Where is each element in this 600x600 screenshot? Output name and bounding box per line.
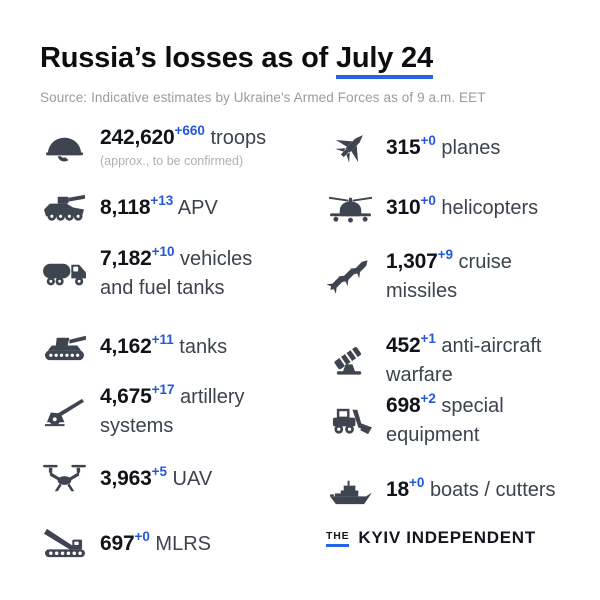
missiles-icon — [326, 257, 374, 296]
stat-text: 452+1 anti-aircraft warfare — [386, 331, 586, 390]
loss-label: anti-aircraft warfare — [386, 334, 542, 386]
loss-value: 698 — [386, 393, 421, 417]
fighter-jet-icon — [326, 129, 374, 168]
daily-increase: +11 — [151, 332, 174, 348]
kyiv-independent-logo: THE KYIV INDEPENDENT — [326, 523, 536, 553]
stat-text: 3,963+5 UAV — [100, 464, 300, 494]
stat-row-loader: 698+2 special equipment — [326, 390, 561, 450]
loss-label: APV — [177, 197, 218, 219]
howitzer-icon — [40, 392, 88, 431]
loss-value: 4,162 — [100, 335, 152, 358]
daily-increase: +13 — [150, 193, 174, 209]
loss-label: tanks — [179, 336, 228, 358]
loss-value: 452 — [386, 333, 421, 357]
title-date: July 24 — [335, 42, 433, 79]
stat-text: 1,307+9 cruise missiles — [386, 247, 554, 306]
stat-row-tank: 4,162+11 tanks — [40, 326, 300, 368]
loss-value: 7,182 — [100, 246, 152, 270]
loss-label: artillery systems — [100, 385, 245, 437]
stat-row-apc: 8,118+13 APV — [40, 187, 300, 229]
fuel-truck-icon — [40, 254, 88, 293]
logo-name: KYIV INDEPENDENT — [358, 528, 536, 547]
loss-label: MLRS — [155, 533, 211, 555]
stat-text: 4,675+17 artillery systems — [100, 382, 285, 441]
stat-row-anti-aircraft: 452+1 anti-aircraft warfare — [326, 330, 586, 390]
stat-row-warship: 18+0 boats / cutters — [326, 469, 600, 511]
loss-note: (approx., to be confirmed) — [100, 153, 244, 168]
page-title: Russia’s losses as of July 24 — [40, 42, 433, 79]
daily-increase: +10 — [151, 243, 175, 259]
daily-increase: +5 — [151, 464, 167, 480]
stat-row-fighter-jet: 315+0 planes — [326, 121, 586, 175]
loss-value: 697 — [100, 532, 135, 555]
title-prefix: Russia’s losses as of — [40, 42, 336, 74]
loss-label: special equipment — [386, 394, 504, 446]
helicopter-icon — [326, 189, 374, 228]
loss-value: 1,307 — [386, 249, 438, 273]
stat-row-fuel-truck: 7,182+10 vehicles and fuel tanks — [40, 243, 268, 303]
daily-increase: +660 — [174, 122, 205, 138]
loss-label: vehicles and fuel tanks — [100, 247, 253, 299]
loss-value: 4,675 — [100, 384, 152, 408]
daily-increase: +2 — [420, 390, 436, 406]
loss-label: boats / cutters — [429, 479, 556, 501]
loss-label: helicopters — [441, 197, 539, 219]
stat-row-missiles: 1,307+9 cruise missiles — [326, 246, 554, 306]
loss-value: 242,620 — [100, 125, 175, 149]
source-note: Source: Indicative estimates by Ukraine'… — [40, 90, 486, 105]
stat-text: 7,182+10 vehicles and fuel tanks — [100, 244, 268, 303]
stat-text: 4,162+11 tanks — [100, 332, 300, 362]
stat-row-howitzer: 4,675+17 artillery systems — [40, 381, 285, 441]
loader-icon — [326, 401, 374, 440]
stat-text: 315+0 planes — [386, 133, 586, 163]
daily-increase: +1 — [420, 330, 436, 346]
stat-row-helicopter: 310+0 helicopters — [326, 187, 586, 229]
daily-increase: +0 — [134, 529, 150, 545]
mlrs-icon — [40, 525, 88, 564]
stat-text: 698+2 special equipment — [386, 391, 561, 450]
daily-increase: +0 — [420, 133, 436, 149]
stat-row-drone: 3,963+5 UAV — [40, 458, 300, 500]
stat-row-mlrs: 697+0 MLRS — [40, 519, 300, 569]
daily-increase: +0 — [420, 193, 436, 209]
loss-value: 18 — [386, 478, 409, 501]
stat-text: 310+0 helicopters — [386, 193, 586, 223]
stat-text: 8,118+13 APV — [100, 193, 300, 223]
tank-icon — [40, 328, 88, 367]
helmet-icon — [40, 127, 88, 166]
stat-text: 697+0 MLRS — [100, 529, 300, 559]
loss-value: 8,118 — [100, 196, 151, 219]
daily-increase: +9 — [437, 246, 453, 262]
loss-value: 3,963 — [100, 467, 152, 490]
loss-value: 310 — [386, 196, 421, 219]
stat-text: 242,620+660 troops (approx., to be confir… — [100, 123, 325, 170]
stat-text: 18+0 boats / cutters — [386, 475, 600, 505]
logo-the: THE — [326, 530, 350, 547]
loss-label: UAV — [172, 468, 213, 490]
apc-icon — [40, 189, 88, 228]
loss-value: 315 — [386, 136, 421, 159]
drone-icon — [40, 460, 88, 499]
anti-aircraft-icon — [326, 341, 374, 380]
daily-increase: +0 — [408, 475, 425, 491]
warship-icon — [326, 471, 374, 510]
stat-row-helmet: 242,620+660 troops (approx., to be confir… — [40, 115, 325, 177]
daily-increase: +17 — [151, 381, 175, 397]
loss-label: cruise missiles — [386, 250, 512, 302]
loss-label: troops — [210, 126, 267, 149]
loss-label: planes — [441, 137, 501, 159]
